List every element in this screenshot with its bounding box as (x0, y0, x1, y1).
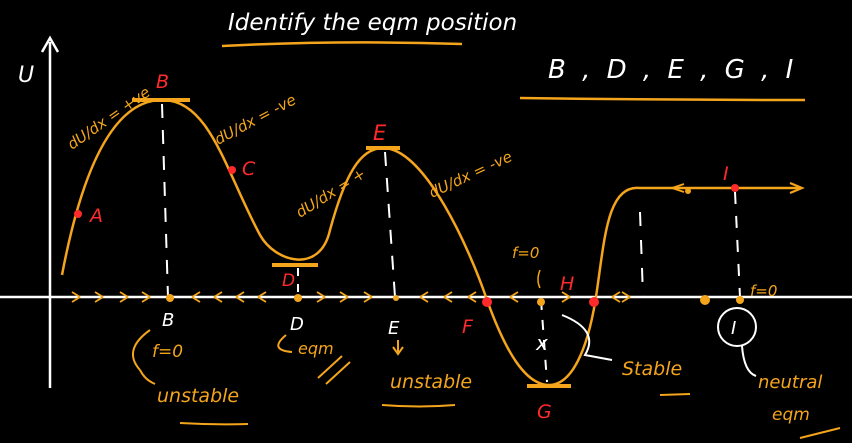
axis-dot-g (537, 298, 545, 306)
note-g-force: f=0 (512, 244, 539, 262)
point-i-dot (731, 184, 739, 192)
note-g-underline (659, 393, 691, 396)
title-underline (221, 41, 463, 48)
curve-dot (685, 188, 691, 194)
label-c: C (242, 158, 256, 180)
note-e-arrow (392, 340, 404, 356)
slope-note-ef: dU/dx = -ve (426, 147, 515, 201)
answer-underline (519, 96, 806, 102)
dropline-e (384, 151, 396, 298)
note-b-underline (179, 422, 249, 426)
y-axis-arrow (40, 35, 60, 53)
note-i-arrow (741, 345, 757, 377)
point-a-dot (74, 210, 82, 218)
title: Identify the eqm position (228, 10, 517, 36)
note-i-underline (799, 427, 841, 439)
dropline-b (161, 103, 169, 298)
axis-dot-d (294, 294, 302, 302)
label-i: I (723, 163, 729, 185)
note-i-force: f=0 (750, 282, 777, 300)
axis-dot-b (166, 294, 174, 302)
note-b-arrow (131, 329, 151, 371)
note-b-type: unstable (157, 385, 239, 407)
note-g-curl (537, 269, 541, 289)
label-a: A (88, 205, 103, 227)
label-e: E (373, 121, 387, 145)
label-b: B (156, 71, 169, 93)
y-axis-label: U (18, 63, 34, 88)
slope-note-bc: dU/dx = -ve (211, 91, 299, 149)
dropline-h-side (639, 211, 644, 297)
axis-dot-e (393, 295, 399, 301)
note-d-hatch (317, 355, 351, 385)
axis-label-i: I (731, 318, 736, 339)
label-h: H (560, 273, 574, 295)
note-e-type: unstable (390, 371, 472, 393)
note-d-arrow (277, 334, 293, 353)
axis-dot-left-i (700, 295, 710, 305)
note-i-type-1: neutral (758, 372, 822, 393)
slope-note-de: dU/dx = + (293, 164, 369, 221)
axis-label-e: E (388, 318, 400, 339)
axis-dot-i (736, 296, 744, 304)
slope-note-ab: dU/dx = +ve (64, 83, 154, 153)
label-f: F (462, 316, 474, 338)
axis-label-b: B (162, 310, 174, 331)
dropline-i (734, 191, 741, 298)
note-d-text: eqm (298, 339, 334, 358)
axis-label-d: D (290, 314, 304, 335)
axis-label-x: x (535, 331, 548, 355)
curve-arrow-mark (671, 183, 685, 193)
x-axis (0, 295, 852, 299)
note-b-force: f=0 (152, 342, 183, 362)
point-c-dot (228, 166, 236, 174)
note-b-hook (139, 369, 156, 385)
dropline-g (540, 299, 548, 383)
note-g-type: Stable (622, 358, 682, 380)
force-arrows (71, 291, 631, 303)
label-g: G (537, 401, 552, 423)
curve-end-arrow (789, 181, 805, 195)
point-h-dot (589, 297, 599, 307)
point-f-dot (482, 297, 492, 307)
note-g-arrow (561, 314, 613, 361)
circle-i (717, 307, 757, 347)
label-d: D (282, 271, 295, 291)
answer-text: B , D , E , G , I (548, 55, 797, 85)
note-e-underline (381, 404, 456, 408)
note-i-type-2: eqm (772, 405, 810, 425)
